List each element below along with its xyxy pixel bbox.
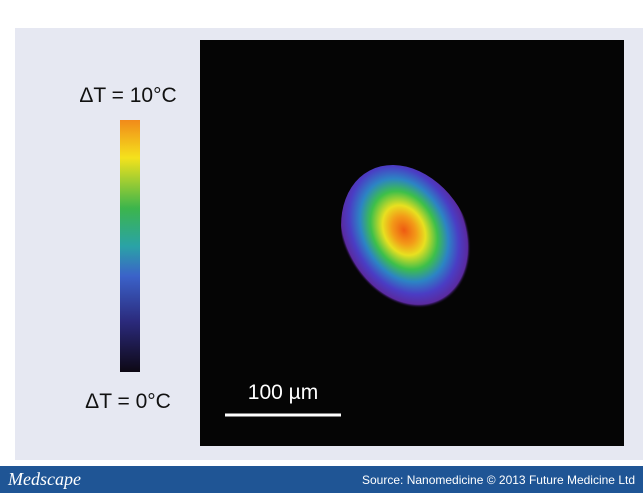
heat-spot	[341, 164, 475, 322]
footer: Medscape Source: Nanomedicine © 2013 Fut…	[0, 466, 643, 493]
colorbar-min-label: ΔT = 0°C	[85, 390, 171, 413]
colorbar	[120, 120, 140, 372]
source: Source: Nanomedicine © 2013 Future Medic…	[362, 473, 635, 487]
logo: Medscape	[8, 469, 81, 489]
scale-bar-label: 100 µm	[247, 381, 319, 404]
colorbar-max-label: ΔT = 10°C	[79, 84, 177, 107]
